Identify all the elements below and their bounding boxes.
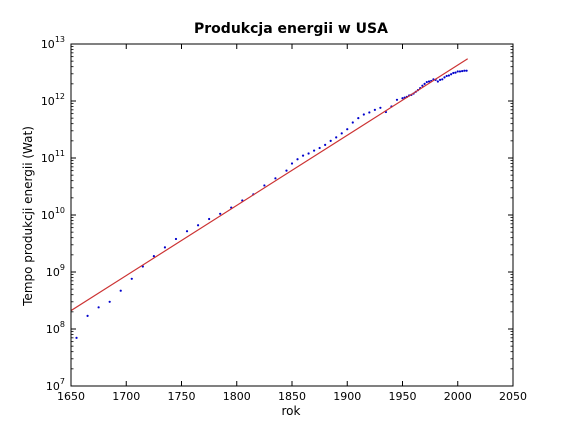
data-point: [423, 82, 426, 85]
data-point: [458, 70, 462, 73]
data-point: [373, 108, 376, 111]
data-point: [274, 177, 277, 180]
y-axis-label: Tempo produkcji energii (Wat): [21, 126, 35, 307]
data-point: [445, 74, 448, 78]
data-point: [75, 336, 78, 339]
data-point: [436, 80, 439, 83]
data-point: [329, 139, 332, 142]
data-point: [208, 217, 211, 221]
data-point: [108, 300, 111, 303]
data-point: [185, 230, 189, 233]
data-point: [438, 78, 442, 81]
data-point: [196, 224, 200, 227]
data-point: [152, 255, 155, 258]
data-point: [307, 152, 310, 155]
data-point: [324, 143, 327, 146]
data-point: [425, 80, 428, 84]
data-point: [427, 80, 431, 83]
x-tick-label: 1850: [278, 390, 306, 403]
x-tick-label: 1900: [333, 390, 361, 403]
data-point: [285, 169, 288, 172]
data-point: [340, 132, 343, 135]
data-point: [301, 154, 305, 157]
axes: 1650 1700 1750 1800 1850 1900 1950 2000 2050 107 1…: [41, 35, 527, 403]
y-tick-label: 1012: [41, 92, 65, 108]
data-point: [461, 69, 464, 73]
data-point: [97, 306, 100, 309]
data-point: [357, 117, 360, 120]
x-tick-label: 1750: [168, 390, 196, 403]
data-point: [174, 237, 178, 241]
trend-line: [71, 58, 469, 312]
x-tick-label: 1700: [112, 390, 140, 403]
data-point: [421, 84, 424, 87]
data-point: [452, 71, 455, 75]
data-point: [465, 69, 468, 72]
x-tick-label: 1800: [223, 390, 251, 403]
data-point: [441, 78, 444, 81]
data-point: [313, 149, 316, 152]
chart-title: Produkcja energii w USA: [194, 21, 388, 37]
plot-area: [71, 58, 469, 339]
data-point: [318, 146, 321, 150]
x-tick-label: 2000: [444, 390, 472, 403]
data-point: [456, 70, 459, 73]
data-point: [335, 136, 338, 139]
data-point: [219, 212, 222, 215]
data-point: [296, 158, 299, 161]
x-axis-label: rok: [282, 404, 301, 418]
data-point: [443, 76, 446, 79]
data-point: [362, 113, 365, 116]
data-point: [290, 162, 294, 165]
data-point: [368, 111, 371, 114]
data-point: [447, 74, 451, 77]
y-tick-label: 1010: [41, 206, 65, 222]
x-tick-label: 2050: [499, 390, 527, 403]
y-tick-label: 108: [46, 320, 65, 336]
x-tick-label: 1650: [57, 390, 85, 403]
y-tick-label: 1011: [41, 149, 65, 165]
data-point: [119, 289, 122, 292]
data-point: [401, 97, 404, 100]
data-point: [463, 69, 466, 72]
data-point: [379, 106, 382, 109]
x-tick-label: 1950: [389, 390, 417, 403]
data-point: [351, 121, 354, 124]
data-point: [346, 128, 349, 131]
y-tick-label: 107: [46, 377, 65, 393]
data-point: [450, 73, 453, 76]
data-point: [454, 71, 457, 74]
y-tick-label: 1013: [41, 35, 65, 51]
y-tick-label: 109: [46, 263, 65, 279]
data-point: [86, 314, 89, 317]
data-point: [130, 277, 133, 280]
data-point: [263, 184, 266, 187]
data-point: [395, 98, 399, 101]
data-point: [163, 246, 167, 249]
